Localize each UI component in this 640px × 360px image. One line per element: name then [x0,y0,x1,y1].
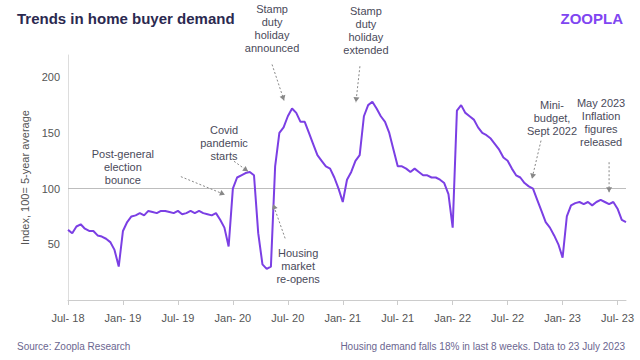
svg-text:200: 200 [42,71,60,83]
svg-text:duty: duty [356,18,377,30]
svg-text:Sept 2022: Sept 2022 [527,125,577,137]
svg-text:Covid: Covid [210,124,238,136]
svg-text:holiday: holiday [348,31,383,43]
svg-text:holiday: holiday [255,29,290,41]
svg-text:Jul- 22: Jul- 22 [491,312,524,324]
svg-text:Inflation: Inflation [582,110,621,122]
svg-text:150: 150 [42,127,60,139]
svg-text:Trends in home buyer demand: Trends in home buyer demand [17,10,235,27]
svg-text:re-opens: re-opens [276,273,320,285]
svg-text:ZOOPLA: ZOOPLA [561,10,624,27]
svg-text:market: market [281,260,315,272]
svg-text:Jul- 21: Jul- 21 [381,312,414,324]
svg-text:100: 100 [42,183,60,195]
svg-text:Jan- 21: Jan- 21 [324,312,361,324]
svg-text:Stamp: Stamp [350,5,382,17]
svg-text:bounce: bounce [105,174,141,186]
svg-text:released: released [580,136,622,148]
svg-text:Post-general: Post-general [92,148,154,160]
svg-text:election: election [104,161,142,173]
svg-text:announced: announced [245,42,299,54]
svg-text:Jul- 19: Jul- 19 [161,312,194,324]
svg-text:Index, 100= 5-year average: Index, 100= 5-year average [19,110,31,245]
svg-text:Jul- 18: Jul- 18 [51,312,84,324]
svg-text:Source: Zoopla Research: Source: Zoopla Research [17,341,130,352]
svg-text:extended: extended [343,44,388,56]
svg-text:Jan- 19: Jan- 19 [105,312,142,324]
svg-text:May 2023: May 2023 [577,97,625,109]
svg-text:Housing: Housing [278,247,318,259]
svg-text:duty: duty [262,16,283,28]
svg-text:starts: starts [211,150,238,162]
svg-text:figures: figures [585,123,619,135]
svg-text:Stamp: Stamp [256,3,288,15]
svg-text:50: 50 [48,238,60,250]
svg-text:Jul- 23: Jul- 23 [601,312,634,324]
svg-text:Jan- 22: Jan- 22 [434,312,471,324]
svg-text:Mini-: Mini- [540,99,564,111]
svg-text:Jan- 20: Jan- 20 [215,312,252,324]
svg-text:pandemic: pandemic [200,137,248,149]
svg-text:budget,: budget, [534,112,571,124]
svg-text:Jul- 20: Jul- 20 [271,312,304,324]
svg-text:Housing demand falls 18% in la: Housing demand falls 18% in last 8 weeks… [340,341,625,352]
svg-text:Jan- 23: Jan- 23 [544,312,581,324]
